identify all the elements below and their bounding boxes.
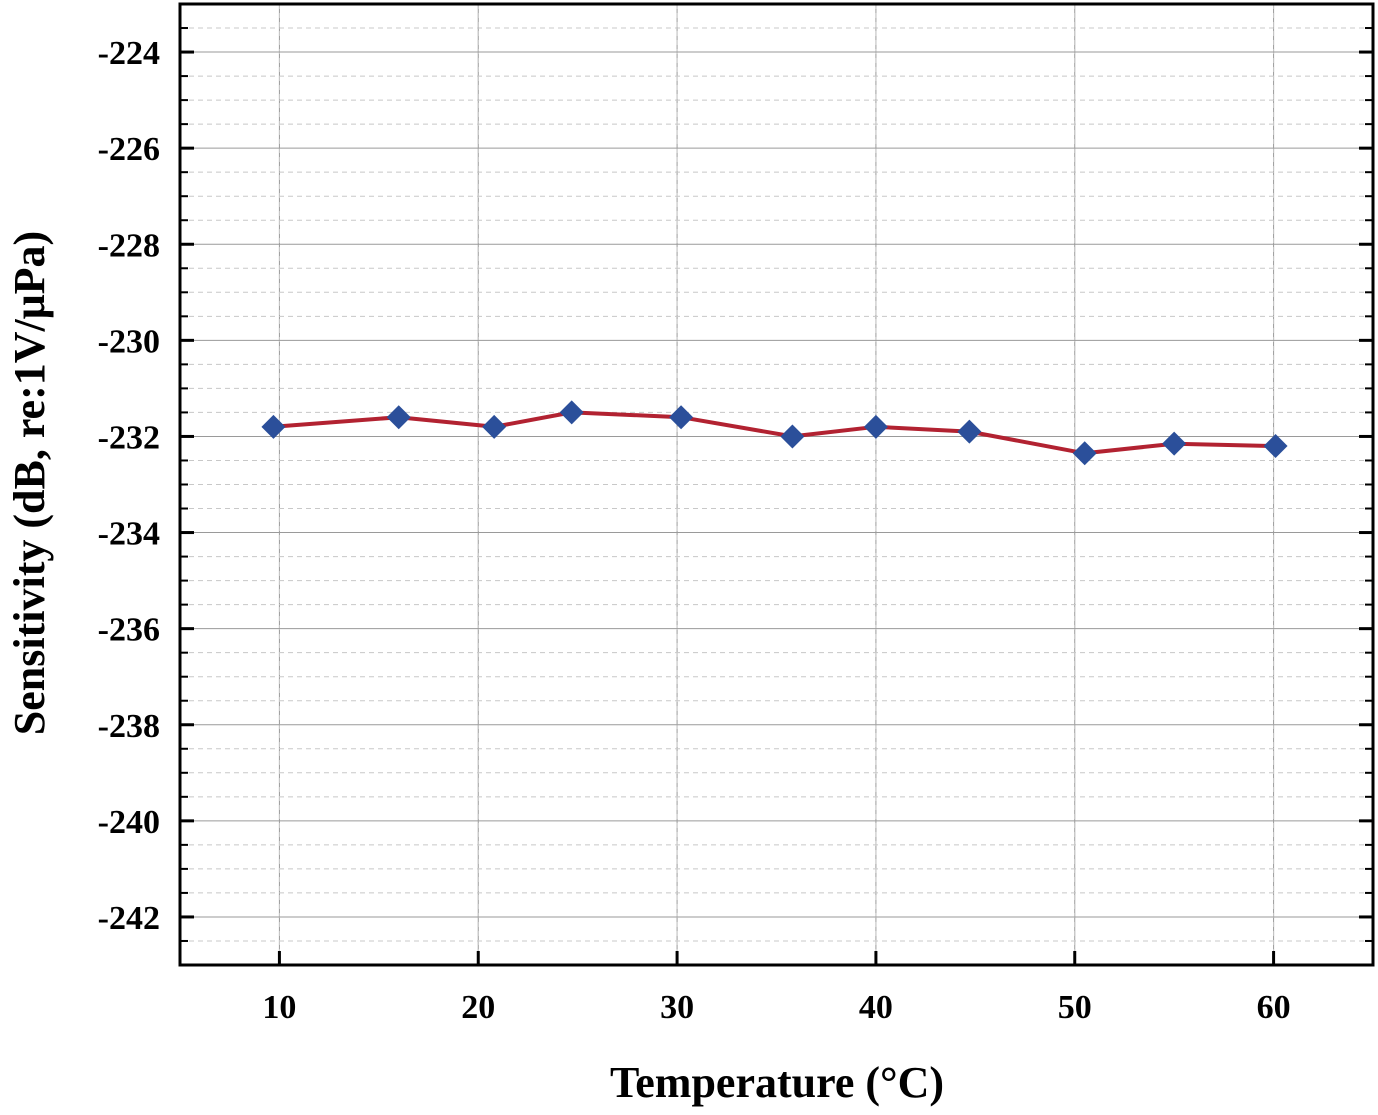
grid-lines — [180, 4, 1373, 965]
series-layer — [261, 400, 1288, 466]
y-tick-label: -224 — [98, 35, 160, 72]
y-tick-label: -238 — [98, 708, 160, 745]
x-tick-label: 10 — [262, 989, 296, 1026]
data-point-marker — [1263, 434, 1288, 459]
data-point-marker — [386, 405, 411, 430]
data-point-marker — [482, 414, 507, 439]
data-point-marker — [780, 424, 805, 449]
data-point-marker — [1072, 441, 1097, 466]
x-tick-label: 30 — [660, 989, 694, 1026]
data-point-marker — [863, 414, 888, 439]
data-point-marker — [559, 400, 584, 425]
x-tick-label: 60 — [1257, 989, 1291, 1026]
x-tick-label: 20 — [461, 989, 495, 1026]
axis-ticks — [180, 27, 1373, 965]
y-tick-label: -240 — [98, 804, 160, 841]
y-tick-label: -234 — [98, 516, 160, 553]
x-tick-label: 40 — [859, 989, 893, 1026]
y-tick-labels: -224 -226 -228 -230 -232 -234 -236 -238 -240 -242 — [98, 35, 160, 937]
y-tick-label: -228 — [98, 227, 160, 264]
x-axis-title: Temperature (°C) — [610, 1058, 944, 1107]
data-point-marker — [957, 419, 982, 444]
x-tick-label: 50 — [1058, 989, 1092, 1026]
data-point-marker — [1162, 431, 1187, 456]
data-point-marker — [261, 414, 286, 439]
y-tick-label: -236 — [98, 612, 160, 649]
y-tick-label: -230 — [98, 323, 160, 360]
x-tick-labels: 10 20 30 40 50 60 — [262, 989, 1290, 1026]
y-tick-label: -226 — [98, 131, 160, 168]
series-line — [273, 410, 1276, 456]
y-tick-label: -242 — [98, 900, 160, 937]
data-point-marker — [669, 405, 694, 430]
y-tick-label: -232 — [98, 419, 160, 456]
y-axis-title: Sensitivity (dB, re:1V/μPa) — [5, 231, 54, 735]
